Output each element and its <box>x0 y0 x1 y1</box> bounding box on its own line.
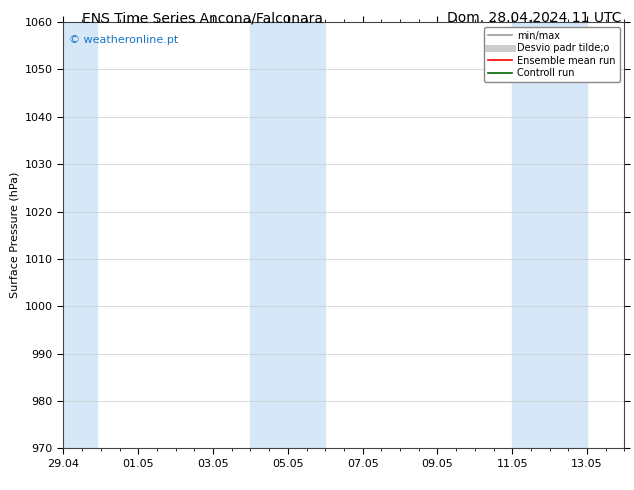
Y-axis label: Surface Pressure (hPa): Surface Pressure (hPa) <box>10 172 19 298</box>
Text: ENS Time Series Ancona/Falconara: ENS Time Series Ancona/Falconara <box>82 11 323 25</box>
Bar <box>63 22 97 448</box>
Bar <box>512 22 587 448</box>
Legend: min/max, Desvio padr tilde;o, Ensemble mean run, Controll run: min/max, Desvio padr tilde;o, Ensemble m… <box>484 27 619 82</box>
Text: © weatheronline.pt: © weatheronline.pt <box>69 35 178 45</box>
Text: Dom. 28.04.2024 11 UTC: Dom. 28.04.2024 11 UTC <box>447 11 621 25</box>
Bar <box>250 22 325 448</box>
